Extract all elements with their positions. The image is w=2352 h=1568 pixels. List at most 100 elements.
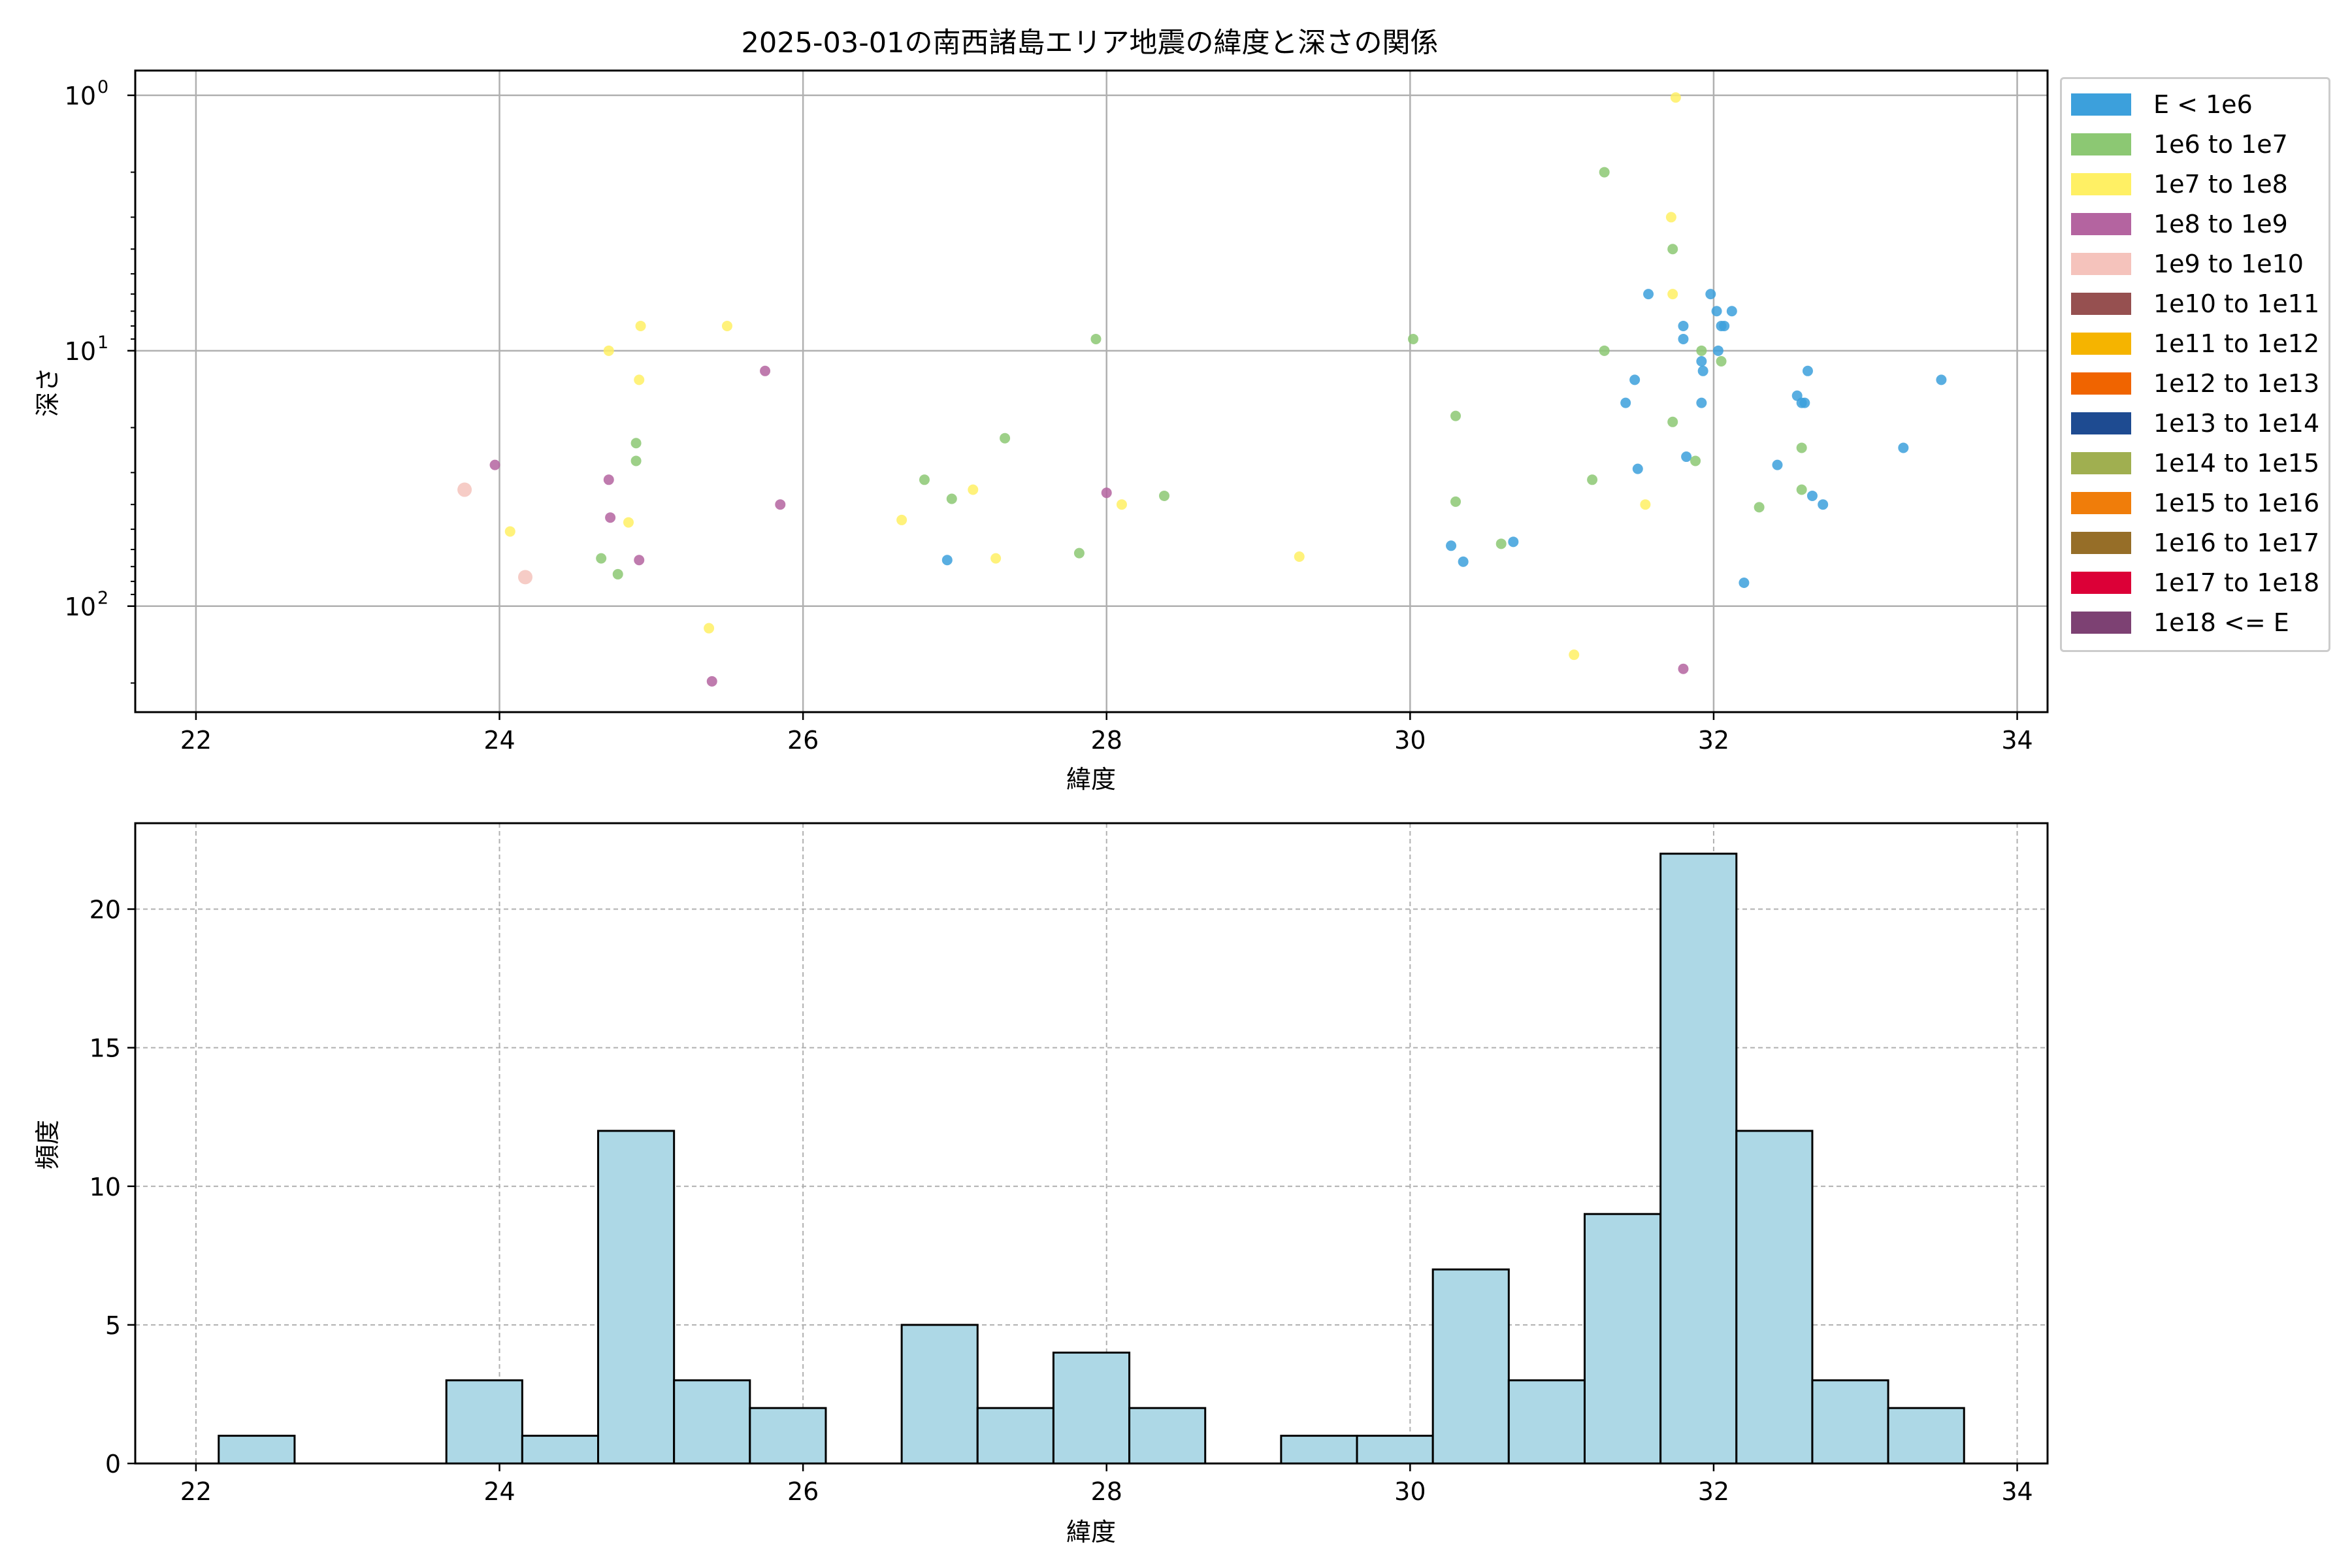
histogram-bar: [1356, 1435, 1434, 1465]
legend-label: 1e14 to 1e15: [2153, 449, 2320, 478]
scatter-point: [1667, 416, 1678, 427]
scatter-point: [1670, 92, 1681, 103]
scatter-point: [630, 455, 642, 466]
chart-title: 2025-03-01の南西諸島エリア地震の緯度と深さの関係: [742, 27, 1439, 59]
scatter-point: [1495, 538, 1507, 549]
histogram-y-tick-label: 10: [90, 1173, 121, 1201]
histogram-y-tick-label: 5: [105, 1311, 121, 1340]
legend-item: 1e6 to 1e7: [2071, 128, 2288, 161]
scatter-point: [1643, 289, 1654, 300]
scatter-point: [1696, 345, 1707, 356]
legend-swatch: [2071, 93, 2131, 116]
scatter-point: [1806, 490, 1818, 501]
scatter-point: [603, 474, 614, 485]
scatter-point: [1711, 306, 1722, 317]
scatter-x-tick-label: 26: [787, 726, 819, 755]
histogram-bar: [521, 1435, 600, 1465]
scatter-point: [1796, 442, 1807, 453]
histogram-y-tick-label: 20: [90, 896, 121, 924]
scatter-point: [1599, 167, 1610, 178]
histogram-x-tick-label: 30: [1394, 1477, 1426, 1506]
scatter-point: [635, 320, 646, 331]
histogram-bar: [597, 1130, 676, 1465]
legend-label: 1e12 to 1e13: [2153, 369, 2320, 398]
scatter-point: [1620, 397, 1631, 408]
histogram-bars: [218, 853, 1965, 1465]
legend-item: 1e8 to 1e9: [2071, 208, 2288, 240]
scatter-point: [941, 555, 953, 566]
scatter-point: [630, 438, 642, 449]
scatter-y-tick-label: 10: [65, 337, 96, 366]
scatter-point: [968, 484, 979, 495]
scatter-point: [1407, 333, 1418, 344]
scatter-point: [1101, 487, 1112, 498]
legend-item: 1e17 to 1e18: [2071, 566, 2319, 599]
scatter-point: [760, 365, 771, 376]
scatter-y-tick-label: 10: [65, 593, 96, 621]
legend-label: 1e9 to 1e10: [2153, 250, 2304, 278]
scatter-y-tick-label: 10: [65, 82, 96, 110]
histogram-bar: [1811, 1379, 1889, 1465]
scatter-point: [623, 517, 634, 528]
scatter-point: [706, 676, 717, 687]
histogram-bar: [976, 1407, 1054, 1465]
scatter-point: [946, 493, 957, 504]
scatter-point: [919, 474, 930, 485]
scatter-point: [721, 320, 732, 331]
histogram-y-axis-label: 頻度: [33, 1120, 62, 1169]
legend-swatch: [2071, 333, 2131, 355]
scatter-point: [1587, 474, 1598, 485]
legend-item: 1e10 to 1e11: [2071, 287, 2319, 320]
scatter-x-tick-label: 30: [1394, 726, 1426, 755]
scatter-point: [1716, 356, 1727, 367]
histogram-y-tick-label: 15: [90, 1034, 121, 1063]
histogram-bar: [1887, 1407, 1965, 1465]
scatter-point: [1665, 212, 1676, 223]
scatter-points: [457, 92, 1947, 687]
histogram-bar: [673, 1379, 751, 1465]
legend-item: E < 1e6: [2071, 88, 2253, 121]
histogram-bar: [749, 1407, 827, 1465]
legend: E < 1e6 1e6 to 1e7 1e7 to 1e8 1e8 to 1e9 1e9…: [2060, 77, 2330, 652]
scatter-point: [1450, 496, 1462, 507]
legend-swatch: [2071, 492, 2131, 514]
legend-swatch: [2071, 532, 2131, 554]
histogram-bar: [1128, 1407, 1207, 1465]
legend-swatch: [2071, 452, 2131, 474]
scatter-point: [1696, 397, 1707, 408]
scatter-point: [775, 499, 786, 510]
scatter-point: [1678, 663, 1689, 674]
histogram-panel: 22 24 26 28 30 32 34 0 5 10 15 20 緯度 頻度: [33, 822, 2049, 1546]
scatter-point: [1640, 499, 1651, 510]
scatter-point: [1754, 502, 1765, 513]
legend-item: 1e12 to 1e13: [2071, 367, 2319, 400]
scatter-x-tick-label: 22: [180, 726, 212, 755]
legend-swatch: [2071, 412, 2131, 434]
scatter-point: [1450, 410, 1462, 421]
scatter-point: [1667, 289, 1678, 300]
scatter-point: [634, 555, 645, 566]
scatter-point: [1569, 649, 1580, 661]
scatter-point: [1294, 551, 1305, 562]
legend-label: 1e15 to 1e16: [2153, 489, 2320, 517]
histogram-x-tick-label: 26: [787, 1477, 819, 1506]
legend-label: 1e6 to 1e7: [2153, 130, 2288, 159]
legend-label: 1e18 <= E: [2153, 608, 2289, 637]
scatter-point: [1667, 244, 1678, 255]
legend-swatch: [2071, 253, 2131, 275]
scatter-point: [1898, 442, 1909, 453]
scatter-point: [1796, 484, 1807, 495]
legend-item: 1e11 to 1e12: [2071, 327, 2319, 360]
legend-label: 1e10 to 1e11: [2153, 289, 2320, 318]
legend-label: E < 1e6: [2153, 90, 2253, 119]
legend-label: 1e7 to 1e8: [2153, 170, 2288, 199]
scatter-point: [596, 553, 607, 564]
histogram-bar: [445, 1379, 523, 1465]
histogram-y-tick-label: 0: [105, 1450, 121, 1478]
scatter-point: [457, 482, 472, 497]
scatter-point: [1000, 433, 1011, 444]
scatter-point: [612, 568, 623, 580]
scatter-point: [1446, 540, 1457, 551]
